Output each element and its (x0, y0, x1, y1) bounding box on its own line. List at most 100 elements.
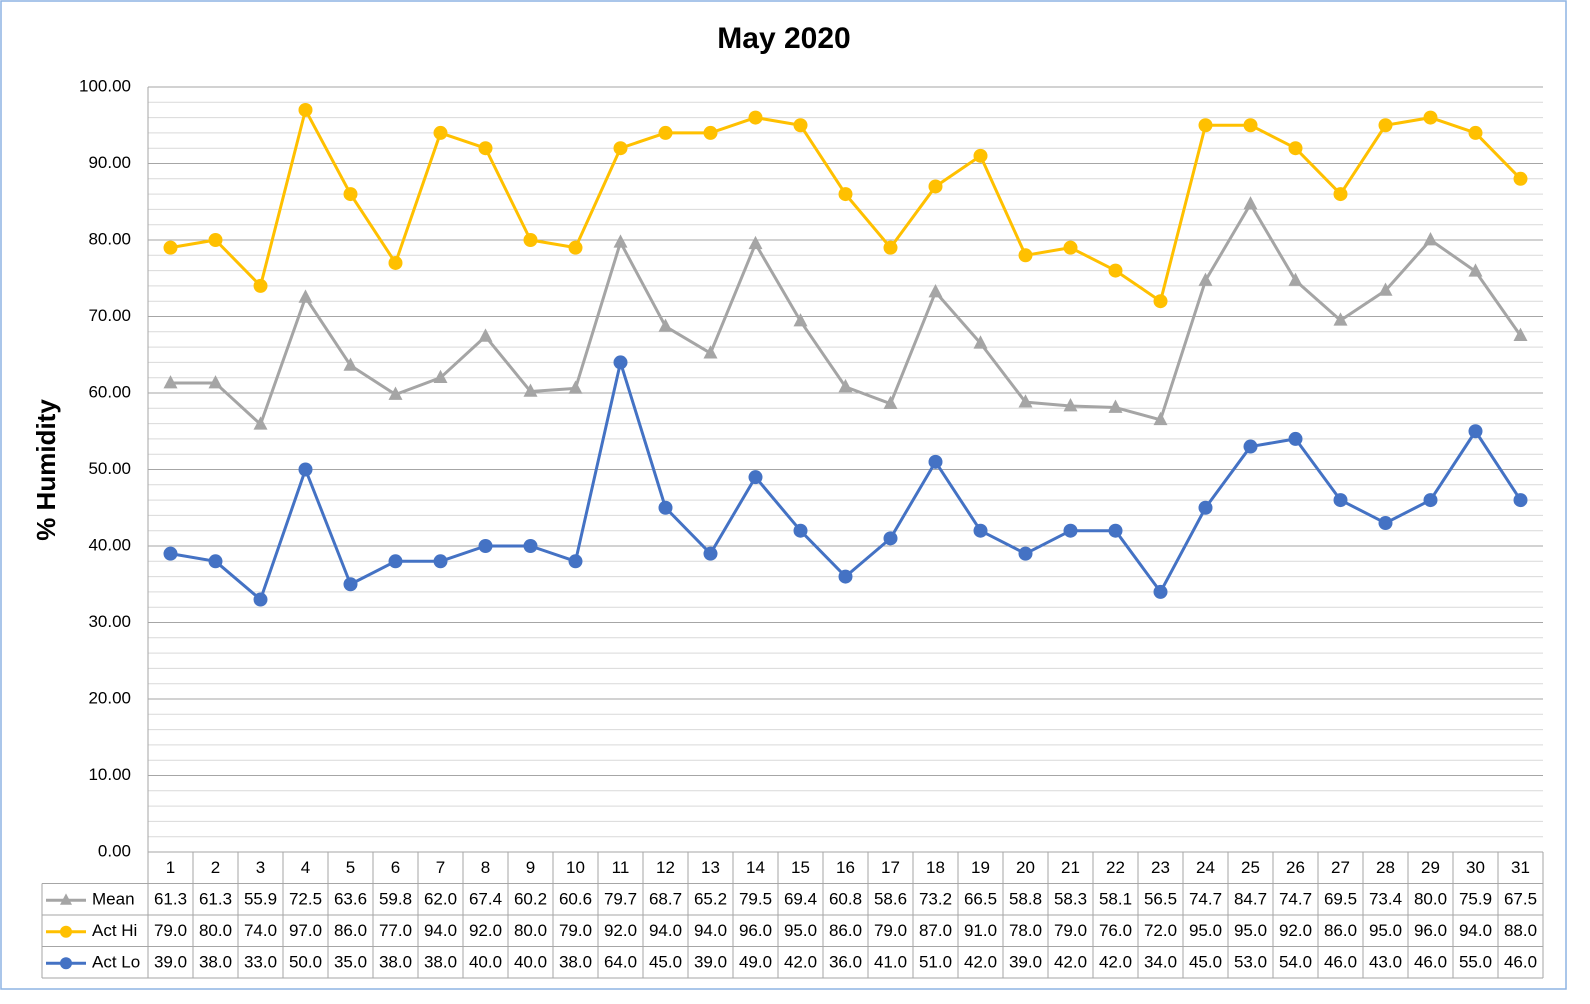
y-tick-label: 10.00 (88, 765, 131, 784)
data-point (1108, 399, 1123, 413)
data-point (703, 125, 718, 140)
table-value: 95.0 (1234, 921, 1267, 940)
x-tick-label: 2 (211, 858, 220, 877)
x-tick-label: 23 (1151, 858, 1170, 877)
x-tick-label: 7 (436, 858, 445, 877)
data-point (658, 125, 673, 140)
data-point (838, 378, 853, 393)
data-point (478, 141, 493, 156)
data-point (613, 141, 628, 156)
x-tick-label: 30 (1466, 858, 1485, 877)
data-point (793, 313, 808, 327)
x-tick-label: 4 (301, 858, 310, 877)
x-tick-label: 18 (926, 858, 945, 877)
data-point (928, 454, 943, 469)
chart-title: May 2020 (717, 22, 850, 55)
table-value: 80.0 (514, 921, 547, 940)
data-point (973, 148, 988, 163)
table-value: 55.0 (1459, 953, 1492, 972)
table-value: 79.0 (874, 921, 907, 940)
y-tick-label: 70.00 (88, 306, 131, 325)
table-value: 38.0 (424, 953, 457, 972)
data-point (838, 187, 853, 202)
table-value: 80.0 (199, 921, 232, 940)
table-value: 51.0 (919, 953, 952, 972)
data-point (478, 539, 493, 553)
data-point (298, 462, 313, 477)
x-tick-label: 31 (1511, 858, 1530, 877)
table-value: 35.0 (334, 953, 367, 972)
data-point (1423, 493, 1438, 508)
y-tick-label: 30.00 (88, 612, 131, 631)
table-value: 38.0 (559, 953, 592, 972)
table-value: 80.0 (1414, 890, 1447, 909)
table-value: 42.0 (964, 953, 997, 972)
data-point (253, 592, 268, 607)
legend-marker (60, 893, 72, 905)
table-value: 92.0 (604, 921, 637, 940)
data-point (1513, 327, 1528, 341)
table-value: 60.2 (514, 890, 547, 909)
table-value: 92.0 (469, 921, 502, 940)
y-tick-label: 20.00 (88, 688, 131, 707)
table-value: 95.0 (1369, 921, 1402, 940)
table-value: 94.0 (649, 921, 682, 940)
table-value: 46.0 (1324, 953, 1357, 972)
table-value: 66.5 (964, 890, 997, 909)
table-value: 59.8 (379, 890, 412, 909)
table-value: 97.0 (289, 921, 322, 940)
table-value: 34.0 (1144, 953, 1177, 972)
data-point (613, 234, 628, 248)
data-point (523, 539, 538, 553)
table-value: 64.0 (604, 953, 637, 972)
table-value: 53.0 (1234, 953, 1267, 972)
table-value: 88.0 (1504, 921, 1537, 940)
table-value: 95.0 (1189, 921, 1222, 940)
x-tick-label: 29 (1421, 858, 1440, 877)
data-point (433, 125, 448, 140)
legend-label: Act Hi (92, 921, 137, 940)
y-tick-label: 40.00 (88, 535, 131, 554)
table-value: 74.7 (1279, 890, 1312, 909)
data-point (1243, 196, 1258, 210)
data-point (1423, 232, 1438, 246)
data-point (253, 416, 268, 430)
data-point (523, 383, 538, 397)
table-value: 72.0 (1144, 921, 1177, 940)
data-point (1153, 411, 1168, 426)
table-value: 38.0 (199, 953, 232, 972)
table-value: 94.0 (424, 921, 457, 940)
table-value: 69.4 (784, 890, 817, 909)
data-point (883, 531, 898, 546)
x-tick-label: 5 (346, 858, 355, 877)
x-tick-label: 16 (836, 858, 855, 877)
x-tick-label: 24 (1196, 858, 1215, 877)
x-tick-label: 25 (1241, 858, 1260, 877)
data-point (433, 369, 448, 384)
table-value: 79.0 (1054, 921, 1087, 940)
table-value: 77.0 (379, 921, 412, 940)
table-value: 74.7 (1189, 890, 1222, 909)
legend-label: Mean (92, 890, 135, 909)
data-point (703, 345, 718, 359)
data-point (883, 240, 898, 255)
table-value: 42.0 (1054, 953, 1087, 972)
data-point (568, 554, 583, 569)
data-point (658, 318, 673, 332)
table-value: 60.6 (559, 890, 592, 909)
data-point (1288, 272, 1303, 286)
table-value: 79.0 (559, 921, 592, 940)
table-value: 86.0 (334, 921, 367, 940)
table-value: 43.0 (1369, 953, 1402, 972)
table-value: 62.0 (424, 890, 457, 909)
data-point (478, 328, 493, 342)
table-value: 61.3 (154, 890, 187, 909)
data-point (208, 375, 223, 389)
table-value: 79.5 (739, 890, 772, 909)
table-value: 50.0 (289, 953, 322, 972)
data-point (1153, 294, 1168, 309)
data-point (343, 577, 358, 592)
data-point (388, 255, 403, 270)
data-point (1198, 500, 1213, 515)
